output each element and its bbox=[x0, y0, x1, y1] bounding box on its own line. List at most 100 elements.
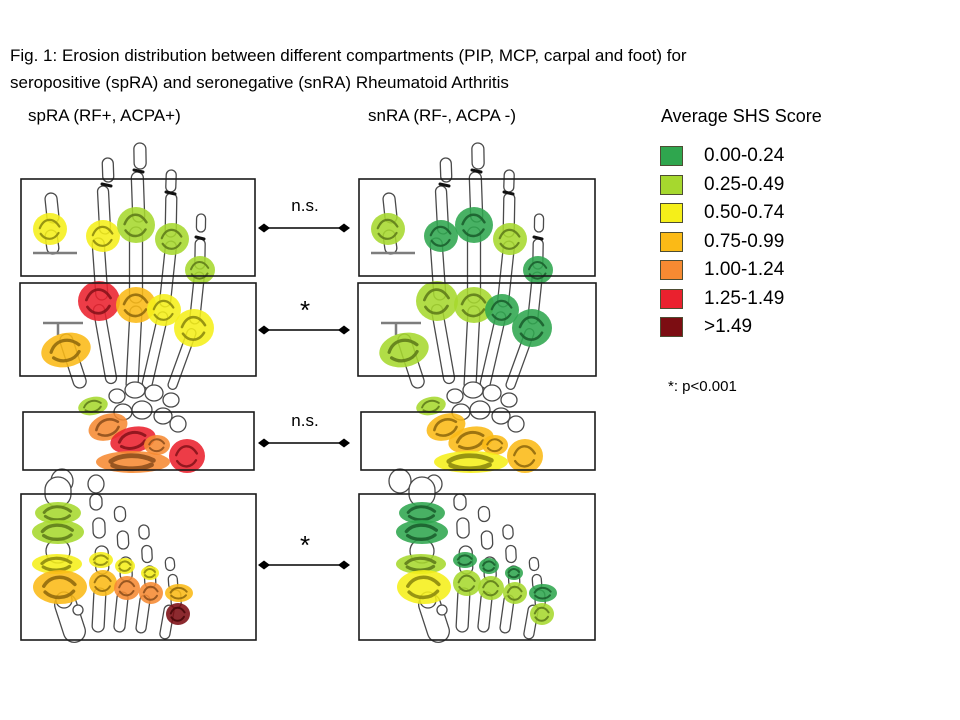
carpal-significance-label: n.s. bbox=[291, 411, 319, 430]
joint-spRA-index-pip bbox=[86, 220, 120, 252]
joint-detail-arc bbox=[85, 288, 112, 302]
joint-detail-arc bbox=[42, 505, 73, 514]
joint-detail-arc bbox=[490, 299, 513, 311]
joint-score-blob bbox=[424, 220, 458, 252]
sn-column-art bbox=[371, 142, 557, 643]
bone bbox=[471, 142, 485, 170]
joint-detail-arc bbox=[40, 523, 74, 534]
joint-snRA-index-pip bbox=[424, 220, 458, 252]
joint-detail-arc bbox=[175, 459, 198, 468]
legend-swatch bbox=[660, 231, 683, 252]
joint-detail-arc bbox=[180, 315, 207, 329]
joint-detail-arc bbox=[486, 446, 503, 453]
joint-detail-arc bbox=[148, 446, 165, 453]
legend-label: 0.50-0.74 bbox=[704, 202, 785, 224]
bone bbox=[439, 157, 453, 183]
joint-score-blob bbox=[41, 332, 91, 368]
joint-detail-arc bbox=[43, 514, 71, 522]
arrow-diamond-end bbox=[258, 438, 270, 448]
joint-detail-arc bbox=[482, 560, 496, 567]
joint-detail-arc bbox=[506, 585, 523, 594]
carpal-bone bbox=[162, 392, 180, 408]
joint-spRA-bigtoe-ip-a bbox=[35, 502, 81, 524]
legend-swatch bbox=[660, 317, 683, 338]
joint-detail-arc bbox=[499, 241, 520, 250]
joint-snRA-toe4-mtp-a bbox=[505, 566, 523, 580]
joint-detail-arc bbox=[457, 439, 485, 450]
joint-detail-arc bbox=[142, 585, 159, 594]
joint-detail-arc bbox=[123, 213, 148, 226]
joint-detail-arc bbox=[406, 533, 437, 542]
legend-swatch bbox=[660, 260, 683, 281]
legend-label: 0.25-0.49 bbox=[704, 173, 785, 195]
significance-footnote: *: p<0.001 bbox=[668, 378, 737, 395]
carpal-bone bbox=[388, 468, 412, 494]
sn-carpal-panel-box bbox=[360, 411, 596, 471]
joint-score-blob bbox=[478, 576, 504, 600]
joint-detail-arc bbox=[169, 586, 188, 594]
joint-score-blob bbox=[453, 570, 481, 596]
joint-detail-arc bbox=[421, 399, 440, 409]
sesamoid-bone bbox=[436, 604, 448, 616]
joint-detail-arc bbox=[94, 585, 111, 592]
bone bbox=[480, 530, 494, 550]
bone bbox=[453, 493, 467, 511]
legend-swatch bbox=[660, 203, 683, 224]
joint-snRA-little-mcp bbox=[512, 309, 552, 347]
joint-snRA-thumb-mcp bbox=[379, 332, 429, 368]
joint-spRA-carpal-e bbox=[96, 451, 170, 473]
joint-score-blob bbox=[455, 207, 493, 243]
joint-detail-arc bbox=[458, 585, 475, 592]
legend-label: 0.00-0.24 bbox=[704, 145, 785, 167]
joint-spRA-toe5-mtp-a bbox=[165, 584, 193, 602]
bone bbox=[477, 505, 491, 523]
legend-label: 1.00-1.24 bbox=[704, 259, 785, 281]
figure-caption-line2: seropositive (spRA) and seronegative (sn… bbox=[10, 73, 509, 92]
joint-spRA-toe2-mtp-b bbox=[89, 570, 117, 596]
legend-label: >1.49 bbox=[704, 316, 753, 338]
joint-detail-arc bbox=[534, 615, 549, 622]
joint-detail-arc bbox=[181, 331, 206, 341]
joint-snRA-carpal-e bbox=[434, 451, 508, 473]
carpal-bone bbox=[108, 388, 126, 404]
legend-item: 1.25-1.49 bbox=[660, 285, 784, 314]
joint-score-blob bbox=[371, 213, 405, 245]
joint-detail-arc bbox=[86, 304, 111, 315]
joint-spRA-toe3-mtp-b bbox=[114, 576, 140, 600]
joint-detail-arc bbox=[507, 568, 520, 574]
joint-spRA-bigtoe-mtp-b bbox=[33, 570, 87, 604]
joint-spRA-ring-mcp bbox=[147, 294, 181, 326]
joint-detail-arc bbox=[407, 514, 435, 522]
joint-detail-arc bbox=[404, 523, 438, 534]
arrow-diamond-end bbox=[338, 223, 350, 233]
joint-detail-arc bbox=[124, 228, 147, 238]
joint-detail-arc bbox=[376, 218, 399, 230]
joint-detail-arc bbox=[508, 573, 520, 579]
sp-column-header: spRA (RF+, ACPA+) bbox=[28, 106, 181, 125]
pip-significance-label: n.s. bbox=[291, 196, 319, 215]
joint-detail-arc bbox=[42, 575, 77, 588]
bone bbox=[101, 157, 115, 183]
joint-snRA-middle-pip bbox=[455, 207, 493, 243]
sp-joint-scores bbox=[32, 207, 215, 625]
joint-detail-arc bbox=[92, 554, 109, 561]
joint-detail-arc bbox=[97, 425, 120, 437]
carpal-bone bbox=[491, 407, 511, 425]
joint-detail-arc bbox=[43, 589, 76, 600]
joint-detail-arc bbox=[533, 606, 550, 615]
joint-detail-arc bbox=[170, 594, 187, 600]
joint-snRA-bigtoe-ip-b bbox=[396, 520, 448, 544]
joint-detail-arc bbox=[430, 238, 451, 247]
arrow-diamond-end bbox=[258, 223, 270, 233]
arrow-diamond-end bbox=[338, 560, 350, 570]
sp-carpal-panel-box bbox=[22, 411, 255, 471]
legend-label: 1.25-1.49 bbox=[704, 287, 785, 309]
joint-snRA-middle-mcp bbox=[454, 287, 494, 323]
joint-score-blob bbox=[185, 256, 215, 284]
comparison-arrow-MCP bbox=[258, 325, 350, 335]
joint-score-blob bbox=[147, 294, 181, 326]
sp-foot-panel-box bbox=[20, 493, 257, 641]
comparison-arrow-PIP bbox=[258, 223, 350, 233]
dip-joint-mark bbox=[132, 168, 145, 174]
